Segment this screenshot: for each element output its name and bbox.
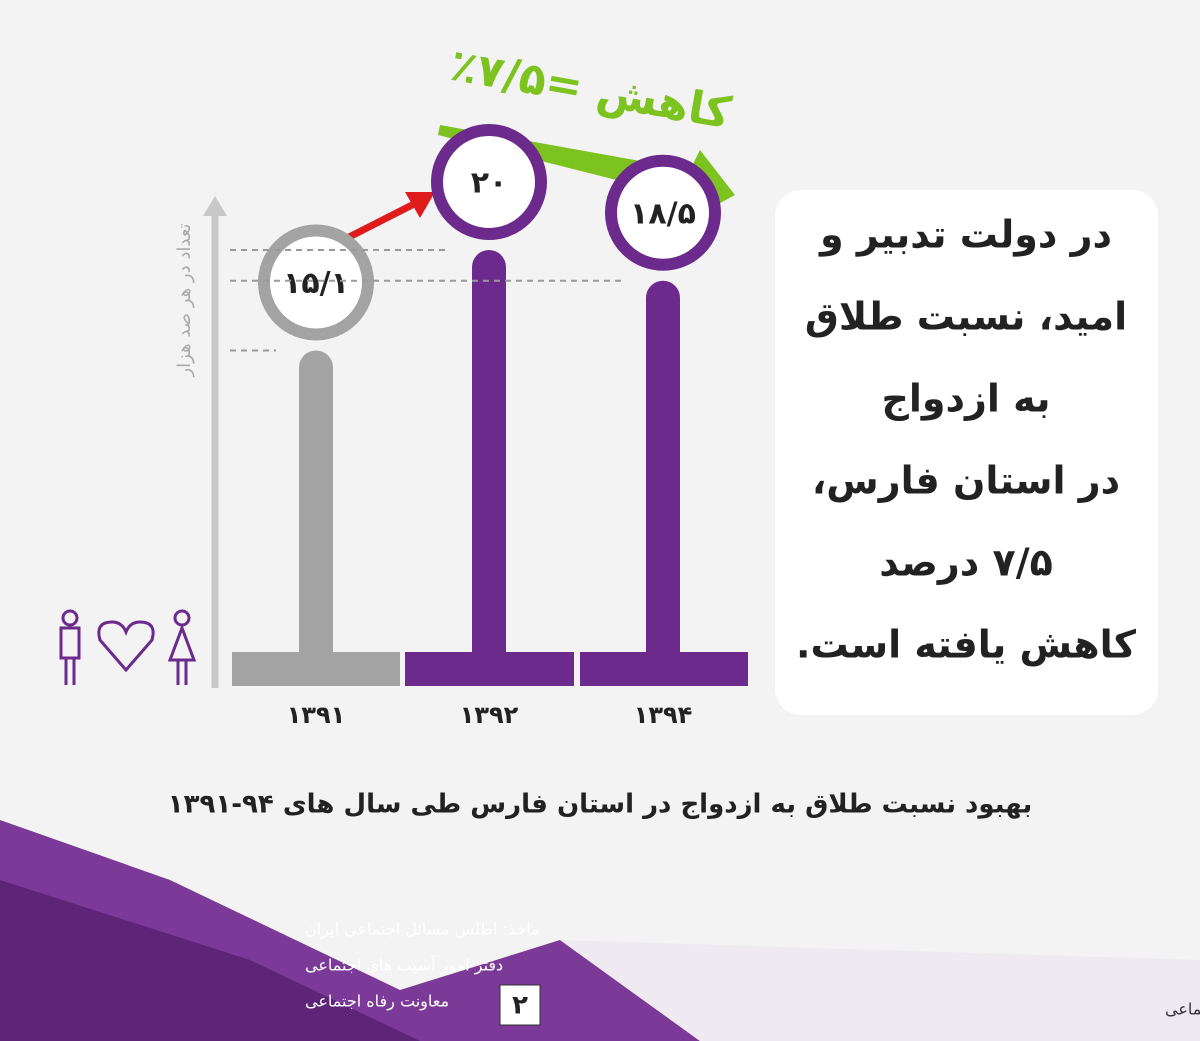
page-number: ۲ xyxy=(512,991,528,1021)
arrow-head xyxy=(405,192,435,218)
bar-cap xyxy=(431,124,547,240)
x-tick-label: ۱۳۹۱ xyxy=(287,701,346,729)
x-tick-label: ۱۳۹۴ xyxy=(634,701,693,729)
page-box xyxy=(499,984,541,1026)
ministry: وزارت تعاون، کار و رفاه اجتماعی xyxy=(1165,1000,1200,1020)
value-label: ۲۰ xyxy=(471,166,508,201)
side-text: در دولت تدبیر و xyxy=(818,213,1112,258)
bar xyxy=(646,280,680,686)
side-text: ۷/۵ درصد xyxy=(879,541,1053,585)
chart-title: بهبود نسبت طلاق به ازدواج در استان فارس … xyxy=(168,790,1032,820)
side-text: به ازدواج xyxy=(882,377,1051,422)
decor xyxy=(560,940,1200,1041)
y-axis-label: تعداد در هر صد هزار xyxy=(174,223,195,377)
bar-cap xyxy=(258,224,374,341)
value-label: ۱۸/۵ xyxy=(630,196,696,231)
bar-cap xyxy=(605,154,721,271)
icon xyxy=(59,609,197,685)
side-text: کاهش یافته است. xyxy=(796,623,1137,667)
side-text: در استان فارس، xyxy=(812,459,1120,503)
source-text: معاونت رفاه اجتماعی xyxy=(305,992,449,1012)
axis-arrow xyxy=(203,196,227,216)
side-text: امید، نسبت طلاق xyxy=(805,295,1127,339)
source-text: دفتر امور آسیب های اجتماعی xyxy=(305,956,503,976)
value-label: ۱۵/۱ xyxy=(283,266,349,301)
x-tick-label: ۱۳۹۲ xyxy=(460,701,519,729)
decor xyxy=(0,880,420,1041)
source-text: ماخذ: اطلس مسائل اجتماعی ایران xyxy=(305,920,540,940)
bar xyxy=(472,250,506,686)
bar xyxy=(299,350,333,686)
text-box xyxy=(775,190,1158,715)
